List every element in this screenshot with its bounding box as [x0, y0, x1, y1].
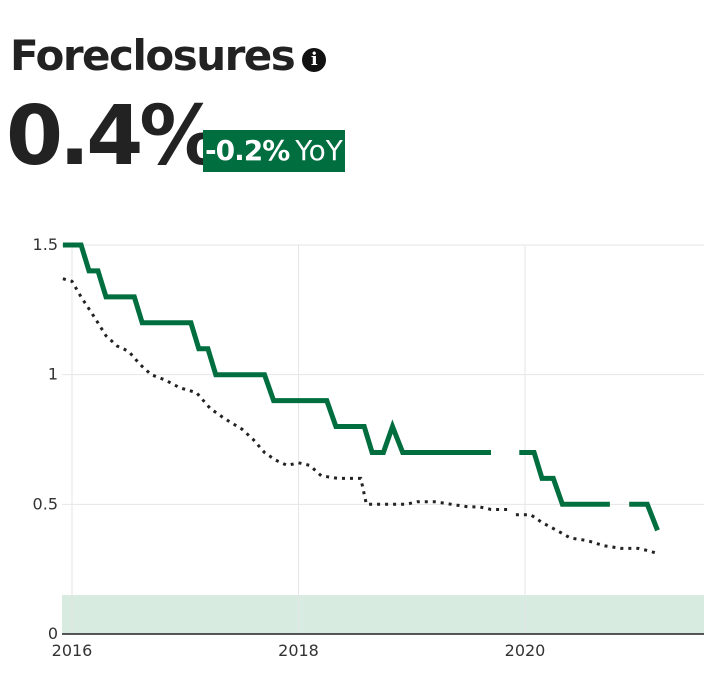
x-tick-label: 2020 [505, 641, 546, 660]
change-badge: -0.2% YoY [203, 130, 345, 172]
y-tick-label: 0.5 [33, 494, 58, 513]
series-line-solid [629, 501, 660, 532]
series-line-solid [62, 242, 491, 455]
series-line-dotted [62, 277, 508, 511]
change-value: -0.2% [205, 134, 290, 167]
change-unit: YoY [295, 134, 343, 167]
current-value: 0.4% [6, 89, 221, 184]
title-row: Foreclosures i [10, 30, 327, 82]
y-tick-label: 1 [48, 365, 58, 384]
page-title: Foreclosures [10, 31, 296, 80]
y-tick-label: 1.5 [33, 235, 58, 254]
y-tick-label: 0 [48, 624, 58, 643]
series-line-solid [519, 450, 610, 507]
x-tick-label: 2018 [278, 641, 319, 660]
shaded-band [62, 595, 704, 634]
series-line-dotted [515, 513, 658, 556]
info-icon[interactable]: i [302, 48, 327, 72]
x-tick-label: 2016 [52, 641, 93, 660]
